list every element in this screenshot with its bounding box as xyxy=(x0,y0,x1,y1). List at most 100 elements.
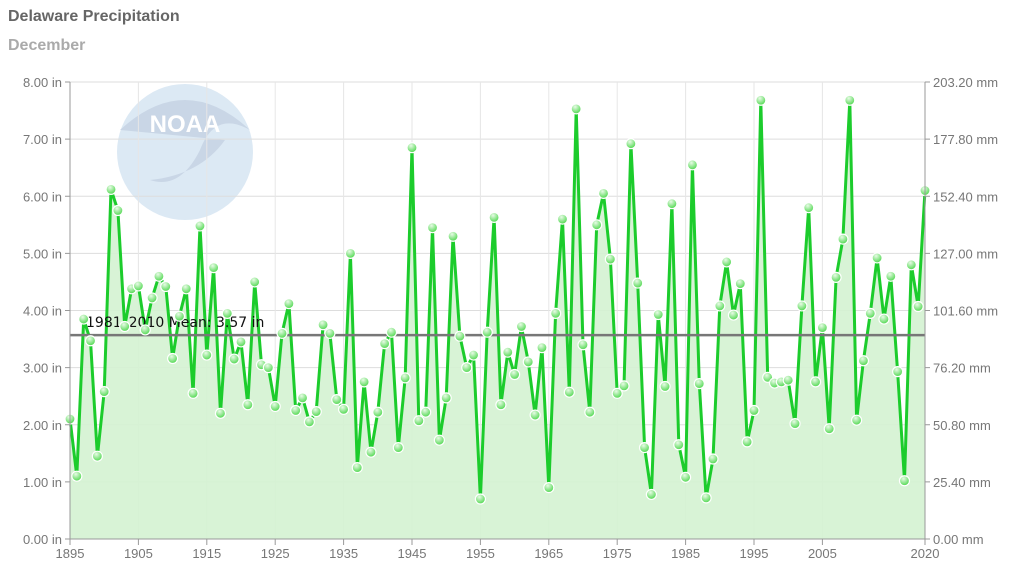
data-point[interactable] xyxy=(242,399,254,411)
data-point[interactable] xyxy=(495,399,507,411)
data-point[interactable] xyxy=(84,335,97,347)
data-point[interactable] xyxy=(522,356,534,368)
data-point[interactable] xyxy=(550,307,562,319)
data-point[interactable] xyxy=(871,252,883,264)
data-point[interactable] xyxy=(276,327,288,339)
data-point[interactable] xyxy=(830,271,842,283)
data-point[interactable] xyxy=(283,298,295,310)
data-point[interactable] xyxy=(385,326,398,338)
data-point[interactable] xyxy=(351,461,363,474)
data-point[interactable] xyxy=(563,386,575,398)
data-point[interactable] xyxy=(611,387,623,399)
data-point[interactable] xyxy=(803,202,815,214)
data-point[interactable] xyxy=(857,355,870,367)
data-point[interactable] xyxy=(700,492,712,504)
data-point[interactable] xyxy=(584,406,596,418)
data-point[interactable] xyxy=(71,470,83,482)
data-point[interactable] xyxy=(139,324,151,336)
data-point[interactable] xyxy=(577,339,589,351)
data-point[interactable] xyxy=(837,233,849,245)
data-point[interactable] xyxy=(173,310,186,322)
data-point[interactable] xyxy=(331,394,343,406)
data-point[interactable] xyxy=(816,322,829,334)
data-point[interactable] xyxy=(228,353,240,365)
data-point[interactable] xyxy=(570,103,582,115)
data-point[interactable] xyxy=(249,276,261,288)
data-point[interactable] xyxy=(673,439,685,451)
data-point[interactable] xyxy=(508,368,521,381)
data-point[interactable] xyxy=(543,481,555,494)
data-point[interactable] xyxy=(221,307,233,319)
data-point[interactable] xyxy=(406,142,418,154)
data-point[interactable] xyxy=(529,409,541,421)
data-point[interactable] xyxy=(454,330,466,342)
data-point[interactable] xyxy=(556,213,569,225)
data-point[interactable] xyxy=(809,376,822,388)
data-point[interactable] xyxy=(447,230,459,242)
data-point[interactable] xyxy=(180,283,192,295)
data-point[interactable] xyxy=(365,446,377,458)
data-point[interactable] xyxy=(481,326,493,338)
data-point[interactable] xyxy=(338,403,350,415)
data-point[interactable] xyxy=(296,392,309,404)
data-point[interactable] xyxy=(782,374,794,386)
data-point[interactable] xyxy=(905,259,917,271)
data-point[interactable] xyxy=(597,187,610,199)
data-point[interactable] xyxy=(885,270,897,282)
data-point[interactable] xyxy=(850,414,863,426)
data-point[interactable] xyxy=(153,270,165,282)
data-point[interactable] xyxy=(721,256,733,268)
data-point[interactable] xyxy=(324,327,336,339)
data-point[interactable] xyxy=(467,349,480,361)
data-point[interactable] xyxy=(536,342,548,354)
data-point[interactable] xyxy=(160,280,172,293)
data-point[interactable] xyxy=(208,262,220,274)
data-point[interactable] xyxy=(912,300,924,313)
data-point[interactable] xyxy=(358,376,370,388)
data-point[interactable] xyxy=(235,336,247,348)
data-point[interactable] xyxy=(679,471,692,483)
data-point[interactable] xyxy=(440,392,452,404)
data-point[interactable] xyxy=(426,222,439,234)
data-point[interactable] xyxy=(167,352,179,365)
data-point[interactable] xyxy=(78,313,90,325)
data-point[interactable] xyxy=(91,450,103,462)
data-point[interactable] xyxy=(214,407,227,419)
data-point[interactable] xyxy=(372,406,384,418)
data-point[interactable] xyxy=(625,138,637,150)
data-point[interactable] xyxy=(420,406,432,418)
data-point[interactable] xyxy=(344,247,357,259)
data-point[interactable] xyxy=(693,378,705,390)
data-point[interactable] xyxy=(262,362,274,374)
data-point[interactable] xyxy=(686,159,699,171)
data-point[interactable] xyxy=(645,488,658,501)
data-point[interactable] xyxy=(755,94,767,106)
data-point[interactable] xyxy=(892,366,904,378)
data-point[interactable] xyxy=(632,277,644,289)
data-point[interactable] xyxy=(741,436,753,448)
data-point[interactable] xyxy=(604,253,616,265)
data-point[interactable] xyxy=(734,278,746,290)
data-point[interactable] xyxy=(132,280,144,292)
data-point[interactable] xyxy=(112,204,124,217)
data-point[interactable] xyxy=(618,380,630,392)
data-point[interactable] xyxy=(461,362,473,374)
data-point[interactable] xyxy=(796,300,808,312)
data-point[interactable] xyxy=(269,400,281,413)
data-point[interactable] xyxy=(413,415,425,427)
data-point[interactable] xyxy=(399,372,411,384)
data-point[interactable] xyxy=(194,220,206,232)
data-point[interactable] xyxy=(187,387,199,399)
data-point[interactable] xyxy=(789,418,801,430)
data-point[interactable] xyxy=(105,183,117,195)
data-point[interactable] xyxy=(379,338,391,350)
data-point[interactable] xyxy=(823,423,835,435)
data-point[interactable] xyxy=(748,404,760,417)
data-point[interactable] xyxy=(878,313,890,325)
data-point[interactable] xyxy=(488,211,500,223)
data-point[interactable] xyxy=(201,349,213,361)
data-point[interactable] xyxy=(714,300,726,312)
data-point[interactable] xyxy=(666,198,678,210)
data-point[interactable] xyxy=(317,319,329,331)
data-point[interactable] xyxy=(119,320,131,333)
